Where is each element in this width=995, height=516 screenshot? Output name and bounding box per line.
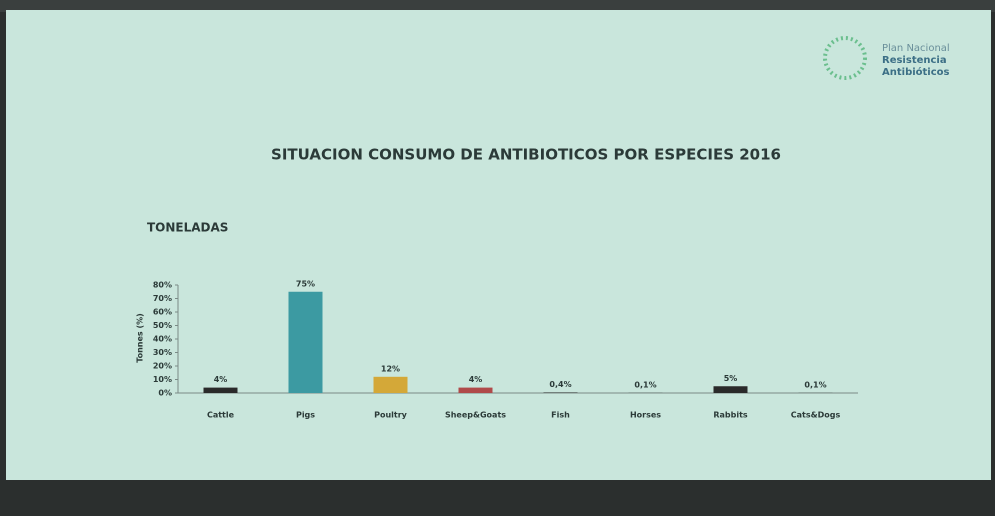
x-tick-label: Sheep&Goats <box>445 411 506 420</box>
bar <box>374 377 408 393</box>
value-label: 12% <box>381 364 400 373</box>
value-label: 4% <box>469 375 483 384</box>
value-label: 5% <box>724 374 738 383</box>
y-tick-label: 60% <box>153 308 172 317</box>
x-tick-label: Cattle <box>207 411 235 420</box>
y-tick-label: 80% <box>153 281 172 290</box>
value-label: 0,1% <box>804 380 826 389</box>
y-tick-label: 20% <box>153 362 172 371</box>
x-tick-label: Cats&Dogs <box>791 411 841 420</box>
y-tick-label: 10% <box>153 375 172 384</box>
slide <box>6 10 991 480</box>
logo-text: Antibióticos <box>882 66 950 78</box>
logo-text: Plan Nacional <box>882 43 950 54</box>
bar <box>714 386 748 393</box>
logo-text: Resistencia <box>882 55 947 66</box>
value-label: 4% <box>214 375 228 384</box>
page: Plan Nacional Resistencia Antibióticos S… <box>0 0 995 516</box>
y-tick-label: 30% <box>153 348 172 357</box>
y-axis-label: Tonnes (%) <box>136 313 145 363</box>
x-tick-label: Horses <box>630 411 661 420</box>
x-tick-label: Pigs <box>296 411 315 420</box>
x-tick-label: Fish <box>551 411 570 420</box>
y-tick-label: 70% <box>153 294 172 303</box>
bar <box>289 292 323 393</box>
bar <box>544 392 578 393</box>
y-tick-label: 0% <box>158 389 172 398</box>
value-label: 0,1% <box>634 380 656 389</box>
bar <box>204 388 238 393</box>
slide-photo: Plan Nacional Resistencia Antibióticos S… <box>0 0 995 516</box>
chart-title: SITUACION CONSUMO DE ANTIBIOTICOS POR ES… <box>271 146 781 164</box>
x-tick-label: Poultry <box>374 411 408 420</box>
y-tick-label: 50% <box>153 321 172 330</box>
bar <box>459 388 493 393</box>
value-label: 0,4% <box>549 380 571 389</box>
chart-subtitle: TONELADAS <box>147 221 228 235</box>
value-label: 75% <box>296 279 315 288</box>
y-tick-label: 40% <box>153 335 172 344</box>
x-tick-label: Rabbits <box>713 411 748 420</box>
